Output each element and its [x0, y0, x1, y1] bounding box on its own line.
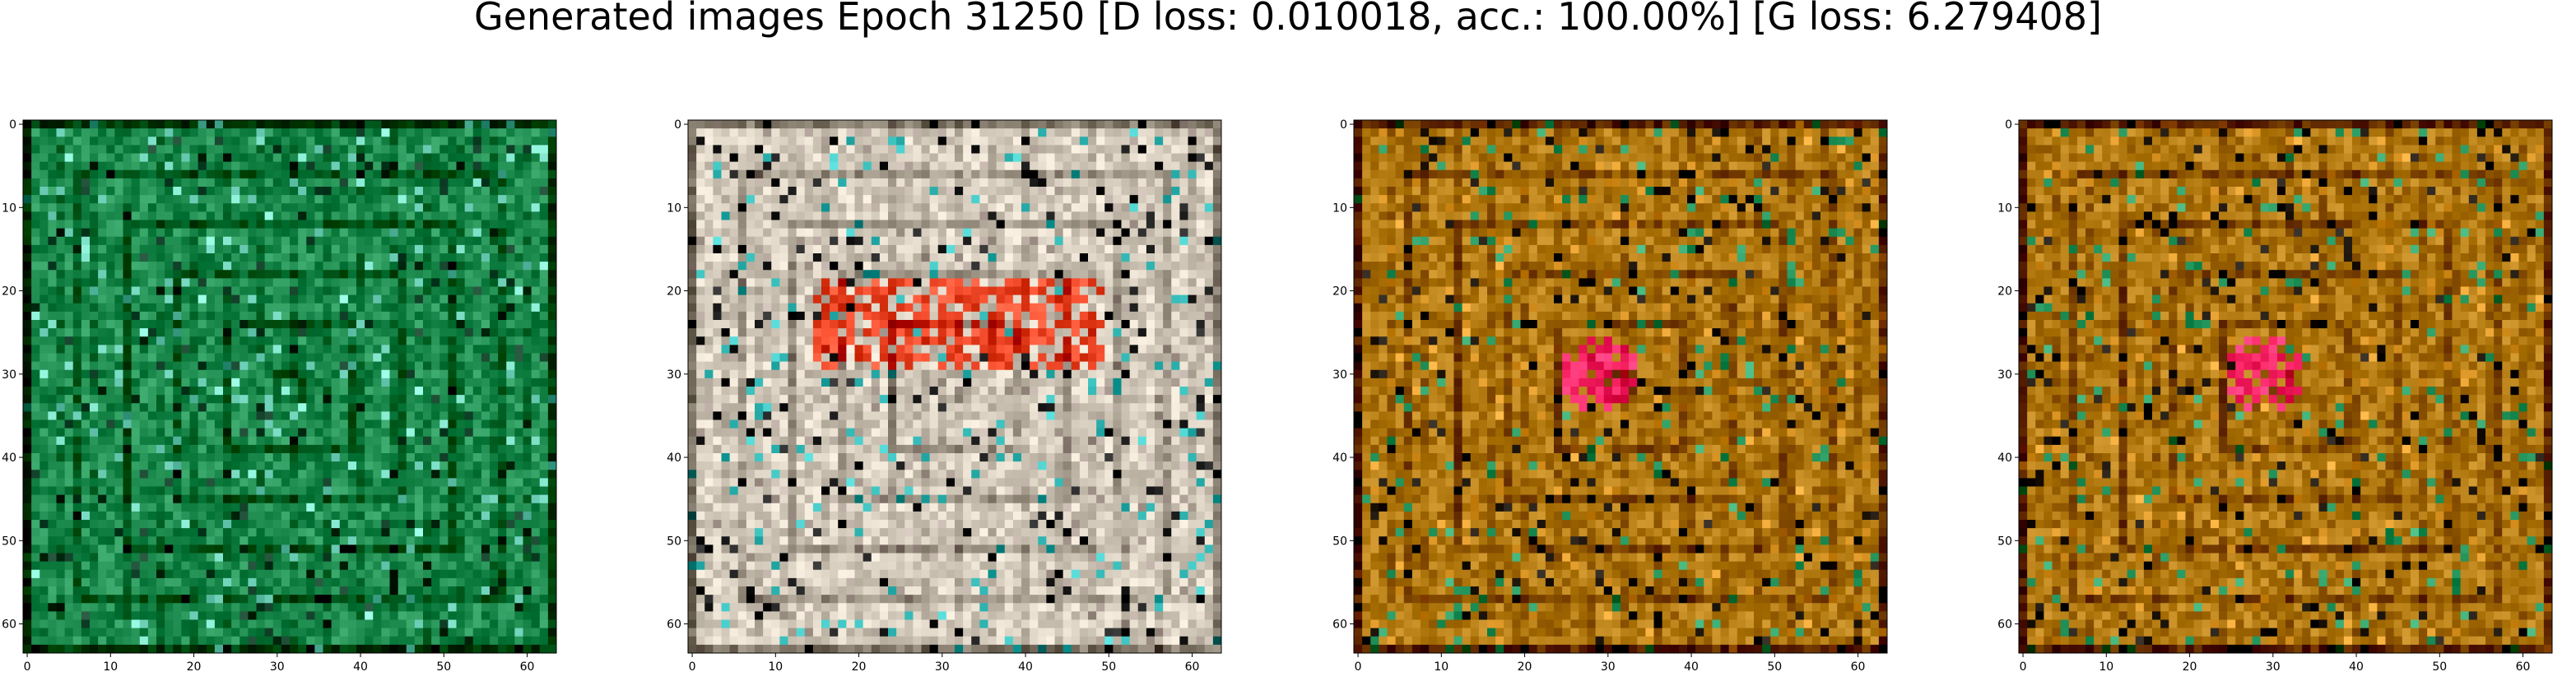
x-tick-label: 30 — [2266, 660, 2281, 674]
x-tick-label: 50 — [436, 660, 451, 674]
x-tick-label: 40 — [2349, 660, 2364, 674]
x-tick-label: 20 — [2183, 660, 2197, 674]
x-tick-label: 0 — [24, 660, 31, 674]
axes-frame — [1353, 119, 1888, 654]
image-panel-4: 0 10 20 30 40 50 60 0 10 20 30 40 50 60 — [1997, 118, 2554, 674]
image-plot-3: 0 10 20 30 40 50 60 0 10 20 30 40 50 60 — [1332, 118, 1888, 674]
x-tick-label: 60 — [520, 660, 535, 674]
y-tick-label: 10 — [1997, 202, 2012, 215]
axes-frame — [2018, 119, 2553, 654]
y-tick-label: 0 — [2005, 118, 2012, 132]
y-tick-label: 30 — [1997, 368, 2012, 382]
y-tick-label: 40 — [667, 452, 681, 465]
x-tick-label: 20 — [1518, 660, 1532, 674]
x-tick-label: 60 — [2516, 660, 2531, 674]
x-tick-label: 60 — [1185, 660, 1200, 674]
y-tick-label: 40 — [1332, 452, 1347, 465]
x-tick-label: 40 — [353, 660, 368, 674]
x-tick-label: 20 — [187, 660, 202, 674]
image-plot-2: 0 10 20 30 40 50 60 0 10 20 30 40 50 60 — [667, 118, 1222, 674]
y-tick-label: 20 — [1332, 285, 1347, 299]
axes-frame — [687, 119, 1222, 654]
y-tick-label: 20 — [2, 285, 16, 299]
y-tick-label: 60 — [2, 619, 16, 632]
y-tick-label: 20 — [667, 285, 681, 299]
x-tick-label: 50 — [1101, 660, 1116, 674]
image-panel-2: 0 10 20 30 40 50 60 0 10 20 30 40 50 60 — [667, 118, 1223, 674]
y-tick-label: 0 — [674, 118, 681, 132]
y-tick-label: 0 — [1340, 118, 1347, 132]
y-tick-label: 30 — [2, 368, 16, 382]
x-tick-label: 30 — [1601, 660, 1616, 674]
image-panel-1: 0 10 20 30 40 50 60 0 10 20 30 40 50 60 — [2, 118, 558, 674]
x-tick-label: 30 — [935, 660, 950, 674]
y-tick-label: 40 — [2, 452, 16, 465]
x-tick-label: 10 — [2099, 660, 2113, 674]
image-plot-1: 0 10 20 30 40 50 60 0 10 20 30 40 50 60 — [2, 118, 557, 674]
y-tick-label: 10 — [1332, 202, 1347, 215]
y-tick-label: 10 — [667, 202, 681, 215]
y-tick-label: 30 — [667, 368, 681, 382]
pixel-grid — [1354, 120, 1888, 654]
x-tick-label: 0 — [689, 660, 696, 674]
y-tick-label: 60 — [1332, 619, 1347, 632]
y-tick-label: 40 — [1997, 452, 2012, 465]
pixel-grid — [688, 120, 1222, 654]
y-tick-label: 50 — [1332, 535, 1347, 548]
figure-title: Generated images Epoch 31250 [D loss: 0.… — [473, 0, 2103, 39]
x-tick-label: 30 — [270, 660, 285, 674]
x-tick-label: 20 — [852, 660, 867, 674]
pixel-grid — [2019, 120, 2553, 654]
x-tick-label: 40 — [1018, 660, 1033, 674]
y-tick-label: 50 — [2, 535, 16, 548]
y-tick-label: 10 — [2, 202, 16, 215]
x-tick-label: 0 — [1355, 660, 1362, 674]
y-tick-label: 50 — [667, 535, 681, 548]
y-tick-label: 30 — [1332, 368, 1347, 382]
x-tick-label: 40 — [1684, 660, 1699, 674]
y-tick-label: 20 — [1997, 285, 2012, 299]
y-tick-label: 50 — [1997, 535, 2012, 548]
y-tick-label: 60 — [1997, 619, 2012, 632]
pixel-grid — [23, 120, 557, 654]
x-tick-label: 60 — [1851, 660, 1866, 674]
x-tick-label: 0 — [2020, 660, 2027, 674]
axes-frame — [22, 119, 557, 654]
image-plot-4: 0 10 20 30 40 50 60 0 10 20 30 40 50 60 — [1997, 118, 2553, 674]
y-tick-label: 0 — [9, 118, 16, 132]
x-tick-label: 50 — [2432, 660, 2447, 674]
x-tick-label: 10 — [103, 660, 118, 674]
x-tick-label: 10 — [768, 660, 783, 674]
x-tick-label: 50 — [1767, 660, 1782, 674]
y-tick-label: 60 — [667, 619, 681, 632]
x-tick-label: 10 — [1434, 660, 1448, 674]
image-panel-3: 0 10 20 30 40 50 60 0 10 20 30 40 50 60 — [1332, 118, 1889, 674]
